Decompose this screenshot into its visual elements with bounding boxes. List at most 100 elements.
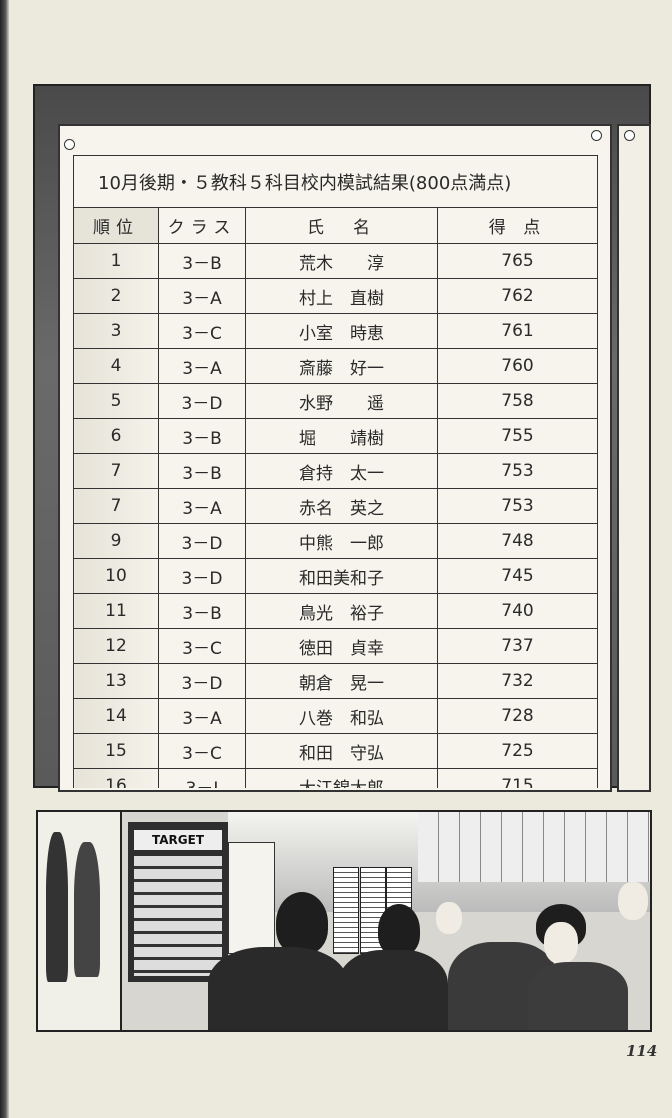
table-row: 163－I大江錦太郎715 bbox=[73, 768, 598, 788]
name-cell: 中熊 一郎 bbox=[245, 523, 438, 559]
adjacent-sheet bbox=[617, 124, 651, 792]
score-cell: 740 bbox=[437, 593, 598, 629]
class-cell: 3－B bbox=[158, 418, 246, 454]
table-row: 9 3－D 中熊 一郎 748 bbox=[73, 523, 598, 559]
student-head bbox=[378, 904, 420, 956]
table-row: 12 3－C 徳田 貞幸 737 bbox=[73, 628, 598, 664]
results-table: 10月後期・５教科５科目校内模試結果(800点満点) 順位 クラス 氏 名 得 … bbox=[73, 155, 598, 788]
score-cell: 725 bbox=[437, 733, 598, 769]
notice-board: TARGET bbox=[128, 822, 228, 982]
student-face bbox=[544, 922, 578, 964]
name-cell: 水野 遥 bbox=[245, 383, 438, 419]
pin-icon bbox=[591, 130, 602, 141]
target-sign: TARGET bbox=[134, 830, 222, 850]
table-row: 7 3－A 赤名 英之 753 bbox=[73, 488, 598, 524]
rank-cell: 7 bbox=[73, 453, 159, 489]
table-row: 7 3－B 倉持 太一 753 bbox=[73, 453, 598, 489]
name-cell: 徳田 貞幸 bbox=[245, 628, 438, 664]
table-row: 13 3－D 朝倉 晃一 732 bbox=[73, 663, 598, 699]
rank-cell: 16 bbox=[73, 768, 159, 788]
pin-icon bbox=[624, 130, 635, 141]
table-row: 4 3－A 斎藤 好一 760 bbox=[73, 348, 598, 384]
result-list bbox=[333, 867, 359, 954]
rank-cell: 12 bbox=[73, 628, 159, 664]
score-cell: 760 bbox=[437, 348, 598, 384]
score-cell: 758 bbox=[437, 383, 598, 419]
name-cell: 倉持 太一 bbox=[245, 453, 438, 489]
header-score: 得 点 bbox=[437, 207, 598, 244]
rank-cell: 6 bbox=[73, 418, 159, 454]
notice-cells bbox=[134, 856, 222, 976]
header-rank: 順位 bbox=[73, 207, 159, 244]
score-cell: 737 bbox=[437, 628, 598, 664]
student-body bbox=[528, 962, 628, 1030]
score-cell: 745 bbox=[437, 558, 598, 594]
table-row: 6 3－B 堀 靖樹 755 bbox=[73, 418, 598, 454]
score-cell: 715 bbox=[437, 768, 598, 788]
table-row: 14 3－A 八巻 和弘 728 bbox=[73, 698, 598, 734]
table-row: 11 3－B 鳥光 裕子 740 bbox=[73, 593, 598, 629]
ceiling bbox=[418, 812, 650, 882]
rank-cell: 2 bbox=[73, 278, 159, 314]
student-body bbox=[208, 947, 348, 1030]
name-cell: 和田 守弘 bbox=[245, 733, 438, 769]
table-row: 15 3－C 和田 守弘 725 bbox=[73, 733, 598, 769]
table-clip: 10月後期・５教科５科目校内模試結果(800点満点) 順位 クラス 氏 名 得 … bbox=[58, 124, 612, 788]
name-cell: 鳥光 裕子 bbox=[245, 593, 438, 629]
page-number: 114 bbox=[626, 1042, 658, 1060]
table-row: 1 3－B 荒木 淳 765 bbox=[73, 243, 598, 279]
poster-figure bbox=[46, 832, 68, 982]
class-cell: 3－D bbox=[158, 523, 246, 559]
rank-cell: 1 bbox=[73, 243, 159, 279]
poster bbox=[38, 812, 122, 1030]
score-cell: 755 bbox=[437, 418, 598, 454]
table-row: 3 3－C 小室 時恵 761 bbox=[73, 313, 598, 349]
score-cell: 753 bbox=[437, 453, 598, 489]
class-cell: 3－A bbox=[158, 348, 246, 384]
class-cell: 3－A bbox=[158, 278, 246, 314]
name-cell: 和田美和子 bbox=[245, 558, 438, 594]
class-cell: 3－A bbox=[158, 488, 246, 524]
name-cell: 大江錦太郎 bbox=[245, 768, 438, 788]
pin-icon bbox=[64, 139, 75, 150]
score-cell: 765 bbox=[437, 243, 598, 279]
table-header-row: 順位 クラス 氏 名 得 点 bbox=[73, 207, 598, 244]
score-cell: 753 bbox=[437, 488, 598, 524]
name-cell: 堀 靖樹 bbox=[245, 418, 438, 454]
score-cell: 762 bbox=[437, 278, 598, 314]
name-cell: 村上 直樹 bbox=[245, 278, 438, 314]
score-cell: 728 bbox=[437, 698, 598, 734]
class-cell: 3－C bbox=[158, 733, 246, 769]
rank-cell: 9 bbox=[73, 523, 159, 559]
score-cell: 732 bbox=[437, 663, 598, 699]
header-name: 氏 名 bbox=[245, 207, 438, 244]
rank-cell: 7 bbox=[73, 488, 159, 524]
name-cell: 八巻 和弘 bbox=[245, 698, 438, 734]
rank-cell: 3 bbox=[73, 313, 159, 349]
book-spine bbox=[0, 0, 9, 1118]
score-cell: 748 bbox=[437, 523, 598, 559]
name-cell: 荒木 淳 bbox=[245, 243, 438, 279]
poster-figure bbox=[74, 842, 100, 977]
manga-panel-crowd: TARGET bbox=[36, 810, 652, 1032]
table-title: 10月後期・５教科５科目校内模試結果(800点満点) bbox=[73, 155, 598, 208]
table-title-row: 10月後期・５教科５科目校内模試結果(800点満点) bbox=[73, 155, 598, 208]
class-cell: 3－B bbox=[158, 453, 246, 489]
class-cell: 3－I bbox=[158, 768, 246, 788]
class-cell: 3－D bbox=[158, 663, 246, 699]
student-face bbox=[618, 882, 648, 920]
rank-cell: 10 bbox=[73, 558, 159, 594]
rank-cell: 13 bbox=[73, 663, 159, 699]
student-head bbox=[276, 892, 328, 954]
score-cell: 761 bbox=[437, 313, 598, 349]
name-cell: 赤名 英之 bbox=[245, 488, 438, 524]
table-row: 10 3－D 和田美和子 745 bbox=[73, 558, 598, 594]
header-class: クラス bbox=[158, 207, 246, 244]
class-cell: 3－B bbox=[158, 593, 246, 629]
class-cell: 3－B bbox=[158, 243, 246, 279]
rank-cell: 14 bbox=[73, 698, 159, 734]
vertical-poster bbox=[228, 842, 275, 954]
rank-cell: 5 bbox=[73, 383, 159, 419]
student-body bbox=[338, 950, 448, 1030]
name-cell: 斎藤 好一 bbox=[245, 348, 438, 384]
